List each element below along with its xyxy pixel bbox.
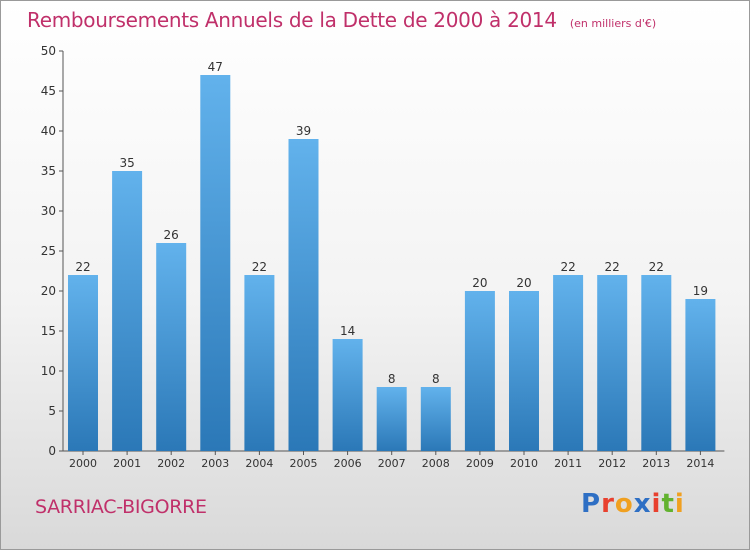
bar [288, 139, 319, 451]
proxiti-logo[interactable]: Proxiti [581, 489, 685, 519]
x-tick-label: 2013 [642, 457, 670, 470]
bars [68, 75, 716, 451]
data-label: 47 [208, 60, 223, 74]
bar [464, 291, 495, 451]
y-tick-label: 25 [41, 244, 56, 258]
logo-letter: o [614, 489, 634, 519]
data-label: 19 [693, 284, 708, 298]
bar [420, 387, 451, 451]
x-tick-label: 2005 [290, 457, 318, 470]
bar [332, 339, 363, 451]
data-label: 8 [432, 372, 440, 386]
data-label: 8 [388, 372, 396, 386]
y-tick-label: 5 [48, 404, 56, 418]
y-tick-label: 20 [41, 284, 56, 298]
x-tick-label: 2004 [245, 457, 273, 470]
logo-letter: i [651, 489, 662, 519]
y-tick-label: 10 [41, 364, 56, 378]
bar [68, 275, 98, 451]
x-tick-label: 2000 [69, 457, 97, 470]
data-label: 14 [340, 324, 355, 338]
data-labels: 22 35 26 47 22 39 14 8 8 20 20 22 22 22 19 [75, 60, 708, 386]
data-label: 22 [605, 260, 620, 274]
bar [641, 275, 672, 451]
bar [597, 275, 628, 451]
y-tick-label: 50 [41, 44, 56, 58]
bar [244, 275, 275, 451]
y-tick-label: 40 [41, 124, 56, 138]
y-tick-label: 35 [41, 164, 56, 178]
x-tick-label: 2002 [157, 457, 185, 470]
data-label: 22 [560, 260, 575, 274]
bar [200, 75, 231, 451]
x-tick-label: 2011 [554, 457, 582, 470]
logo-letter: P [581, 489, 602, 519]
x-tick-label: 2010 [510, 457, 538, 470]
commune-name: SARRIAC-BIGORRE [35, 496, 207, 518]
data-label: 22 [75, 260, 90, 274]
data-label: 26 [164, 228, 179, 242]
y-tick-label: 45 [41, 84, 56, 98]
x-tick-label: 2006 [334, 457, 362, 470]
bar [509, 291, 539, 451]
x-tick-label: 2009 [466, 457, 494, 470]
x-tick-label: 2008 [422, 457, 450, 470]
data-label: 39 [296, 124, 311, 138]
logo-letter: x [633, 489, 652, 519]
data-label: 35 [119, 156, 134, 170]
bar [156, 243, 187, 451]
bar [376, 387, 407, 451]
logo-letter: i [674, 489, 685, 519]
y-tick-label: 30 [41, 204, 56, 218]
data-label: 20 [472, 276, 487, 290]
x-tick-label: 2007 [378, 457, 406, 470]
data-label: 22 [649, 260, 664, 274]
bar [553, 275, 584, 451]
logo-letter: r [601, 489, 615, 519]
axes: 0 5 10 15 20 25 30 35 40 45 50 2000 2001 2002 2003 2004… [41, 44, 725, 470]
x-tick-label: 2001 [113, 457, 141, 470]
data-label: 22 [252, 260, 267, 274]
unit-note: (en milliers d'€) [569, 17, 657, 30]
y-tick-label: 0 [48, 444, 56, 458]
bar [112, 171, 143, 451]
title-row: Remboursements Annuels de la Dette de 20… [27, 8, 656, 32]
x-tick-label: 2014 [686, 457, 714, 470]
logo-letter: t [661, 489, 675, 519]
y-tick-label: 15 [41, 324, 56, 338]
data-label: 20 [516, 276, 531, 290]
x-tick-label: 2003 [201, 457, 229, 470]
bar [685, 299, 716, 451]
x-tick-label: 2012 [598, 457, 626, 470]
chart-title: Remboursements Annuels de la Dette de 20… [27, 8, 557, 32]
